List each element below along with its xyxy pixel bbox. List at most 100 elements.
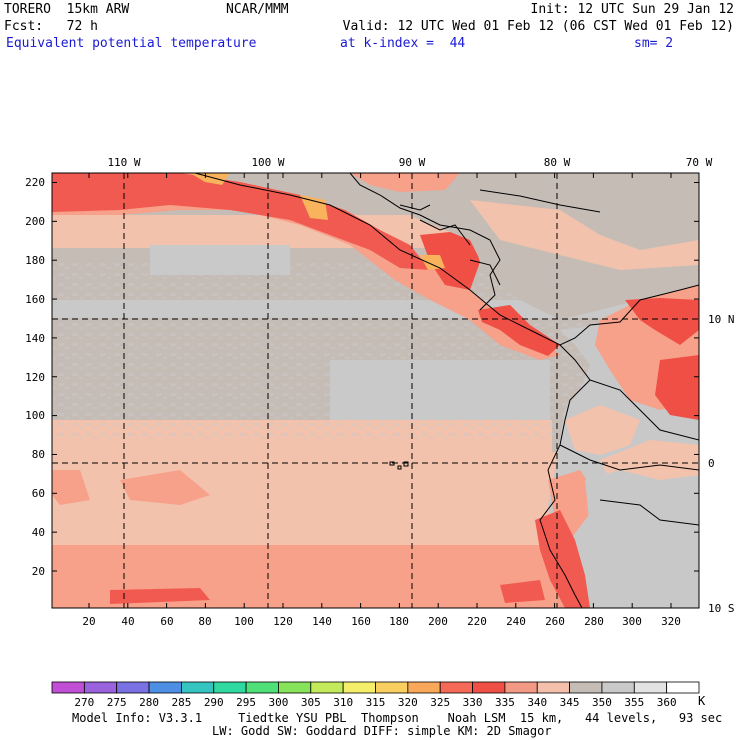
x-tick-label: 60: [160, 615, 173, 628]
lat-label: 0: [708, 457, 715, 470]
color-scale-swatch: [439, 681, 473, 694]
x-tick-label: 160: [351, 615, 371, 628]
color-scale-label: 270: [74, 696, 94, 709]
coastlines: [194, 173, 699, 608]
plot-frame: [51, 172, 700, 609]
color-scale-label: 340: [527, 696, 547, 709]
color-scale-swatch: [569, 681, 603, 694]
y-tick-label: 60: [32, 487, 45, 500]
axis-tick-marks: [52, 173, 699, 608]
caribbean-grey: [330, 173, 699, 320]
lat-lon-gridlines: [52, 173, 699, 608]
x-tick-label: 100: [234, 615, 254, 628]
y-tick-label: 180: [25, 254, 45, 267]
x-tick-label: 320: [661, 615, 681, 628]
color-scale-label: 335: [495, 696, 515, 709]
highland-yellow: [190, 173, 230, 185]
lon-label: 90 W: [399, 156, 426, 169]
mexico-hot-coast: [52, 173, 430, 270]
warm-blob-south: [110, 588, 210, 604]
lat-label: 10 N: [708, 313, 735, 326]
color-scale-swatch: [148, 681, 182, 694]
left-grid-ticks: 20 40 60 80 100 120 140 160 180 200 220: [25, 176, 45, 578]
x-tick-label: 40: [121, 615, 134, 628]
init-time: Init: 12 UTC Sun 29 Jan 12: [530, 2, 735, 17]
color-scale-swatch: [472, 681, 506, 694]
color-scale-swatch: [245, 681, 279, 694]
top-lon-labels: 110 W 100 W 90 W 80 W 70 W: [107, 156, 712, 169]
k-index: at k-index = 44: [340, 36, 466, 51]
warm-blob-west: [52, 470, 90, 505]
color-scale-label: 330: [463, 696, 483, 709]
color-scale-label: 290: [204, 696, 224, 709]
x-tick-label: 180: [389, 615, 409, 628]
y-tick-label: 200: [25, 215, 45, 228]
x-tick-label: 240: [506, 615, 526, 628]
color-scale-swatch: [278, 681, 312, 694]
color-scale-swatch: [342, 681, 376, 694]
warm-blob-west: [120, 470, 210, 505]
andes-grey: [585, 470, 699, 608]
color-scale-swatch: [633, 681, 668, 694]
model-name: TORERO 15km ARW: [4, 2, 130, 17]
x-tick-label: 200: [428, 615, 448, 628]
color-scale-labels: 270 275 280 285 290 295 300 305 310 315 320 325 330 3…: [74, 696, 676, 709]
ecuador-warm: [565, 405, 640, 455]
x-tick-label: 120: [273, 615, 293, 628]
scale-unit: K: [698, 694, 706, 708]
smoothing-value: sm= 2: [634, 36, 674, 51]
color-scale-swatch: [116, 681, 150, 694]
color-scale-swatch: [51, 681, 85, 694]
y-tick-label: 100: [25, 409, 45, 422]
caribbean-warm-east: [470, 200, 699, 270]
organization: NCAR/MMM: [226, 2, 289, 17]
venezuela-hot: [655, 355, 699, 420]
color-scale-label: 300: [269, 696, 289, 709]
valid-time: Valid: 12 UTC Wed 01 Feb 12 (06 CST Wed …: [342, 19, 734, 34]
color-scale-label: 295: [236, 696, 256, 709]
bottom-grid-ticks: 20 40 60 80 100 120 140 160 180 200 220 …: [82, 615, 681, 628]
lon-label: 80 W: [544, 156, 571, 169]
lat-label: 10 S: [708, 602, 735, 615]
x-tick-label: 280: [584, 615, 604, 628]
color-scale-label: 305: [301, 696, 321, 709]
x-tick-label: 80: [198, 615, 211, 628]
color-scale-swatch: [504, 681, 538, 694]
warm-blob-south: [500, 580, 545, 603]
color-scale-label: 345: [560, 696, 580, 709]
color-scale-swatch: [180, 681, 215, 694]
color-scale-label: 310: [333, 696, 353, 709]
right-lat-labels: 10 N 0 10 S: [708, 313, 735, 615]
color-scale-label: 355: [624, 696, 644, 709]
y-tick-label: 140: [25, 332, 45, 345]
caribbean-warm-strip: [350, 173, 460, 192]
color-scale-swatch: [83, 681, 118, 694]
costa-rica-hot: [478, 305, 560, 356]
y-tick-label: 160: [25, 293, 45, 306]
model-info-line1: Model Info: V3.3.1 Tiedtke YSU PBL Thomp…: [72, 711, 723, 725]
guatemala-hot: [420, 230, 480, 290]
x-tick-label: 140: [312, 615, 332, 628]
y-tick-label: 220: [25, 176, 45, 189]
colombia-hot: [625, 298, 699, 345]
peru-coast-hot: [535, 510, 590, 608]
field-name: Equivalent potential temperature: [6, 36, 257, 51]
color-scale-label: 360: [657, 696, 677, 709]
lon-label: 110 W: [107, 156, 140, 169]
color-scale-swatch: [310, 681, 344, 694]
color-scale-label: 275: [107, 696, 127, 709]
color-scale-label: 325: [430, 696, 450, 709]
color-scale-label: 285: [171, 696, 191, 709]
highland-yellow: [420, 255, 445, 270]
color-scale-label: 350: [592, 696, 612, 709]
color-scale-label: 320: [398, 696, 418, 709]
model-info-line2: LW: Godd SW: Goddard DIFF: simple KM: 2D…: [212, 724, 552, 738]
x-tick-label: 220: [467, 615, 487, 628]
color-scale-label: 280: [139, 696, 159, 709]
y-tick-label: 40: [32, 526, 45, 539]
lon-label: 100 W: [251, 156, 284, 169]
color-scale-swatch: [407, 681, 441, 694]
color-scale-swatch: [375, 681, 409, 694]
y-tick-label: 20: [32, 565, 45, 578]
